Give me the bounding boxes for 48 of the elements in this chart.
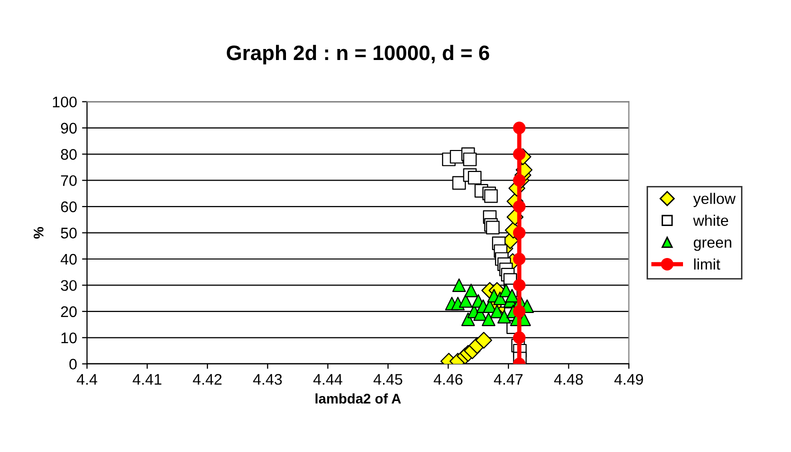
x-tick-label: 4.45: [374, 374, 402, 385]
x-tick-label: 4.49: [614, 374, 643, 385]
y-axis-title: %: [34, 226, 44, 239]
point: [497, 310, 512, 324]
point: [513, 174, 526, 187]
point: [513, 278, 526, 292]
point: [461, 312, 475, 326]
point: [452, 278, 466, 292]
y-tick-label: 100: [52, 96, 77, 108]
y-tick-label: 50: [60, 228, 77, 238]
y-tick-label: 20: [61, 306, 77, 318]
y-tick-label: 0: [69, 358, 77, 370]
x-axis-title: lambda2 of A: [316, 393, 401, 404]
point: [505, 288, 519, 303]
chart-title: Graph 2d : n = 10000, d = 6: [226, 44, 490, 64]
point: [484, 189, 498, 203]
x-tick-label: 4.4: [76, 374, 98, 385]
x-tick-label: 4.48: [554, 374, 583, 385]
point: [475, 332, 492, 349]
point: [513, 226, 526, 240]
legend-label: yellow: [693, 192, 736, 208]
legend-label: green: [694, 239, 732, 251]
y-tick-label: 40: [60, 254, 77, 265]
legend-label: white: [693, 214, 728, 226]
y-tick-label: 90: [61, 122, 77, 134]
y-tick-label: 80: [60, 149, 77, 160]
y-tick-label: 10: [61, 332, 77, 344]
x-tick-label: 4.42: [192, 374, 222, 385]
x-tick-label: 4.43: [253, 374, 282, 385]
y-tick-label: 70: [61, 175, 77, 186]
point: [513, 331, 526, 344]
point: [513, 305, 526, 318]
point: [468, 170, 482, 185]
point: [464, 284, 478, 298]
x-tick-label: 4.41: [132, 374, 162, 385]
x-tick-label: 4.44: [313, 374, 342, 385]
point: [463, 152, 477, 166]
point: [482, 312, 496, 326]
legend-label: limit: [694, 258, 720, 270]
y-tick-label: 60: [61, 201, 77, 212]
point: [486, 220, 500, 234]
point: [513, 122, 526, 134]
point: [513, 148, 526, 160]
y-tick-label: 30: [60, 280, 77, 291]
point: [452, 176, 466, 190]
x-tick-label: 4.47: [494, 374, 523, 385]
x-tick-label: 4.46: [434, 374, 462, 385]
point: [513, 252, 526, 266]
